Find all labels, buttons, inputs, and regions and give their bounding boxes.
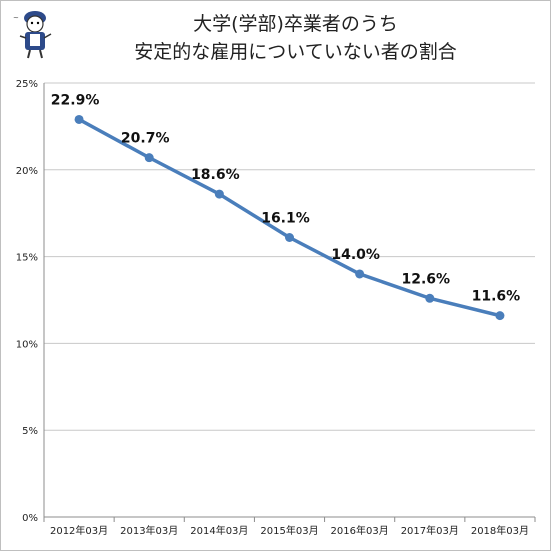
x-tick-label: 2016年03月 [331,524,389,537]
data-point [74,114,84,124]
y-tick-label: 20% [16,166,38,177]
x-tick-label: 2018年03月 [471,524,529,537]
data-point [285,233,294,243]
x-tick-label: 2017年03月 [401,524,459,537]
title-line-1: 大学(学部)卒業者のうち [193,13,398,35]
chart-title: 大学(学部)卒業者のうち 安定的な雇用についていない者の割合 [60,10,531,66]
data-label: 11.6% [472,289,521,305]
x-tick-label: 2012年03月 [50,524,108,537]
mascot-logo: ~ [10,8,60,60]
data-label: 16.1% [261,211,310,227]
data-point [214,189,224,199]
svg-text:~: ~ [13,14,19,22]
x-tick-label: 2013年03月 [120,524,178,537]
y-tick-label: 25% [16,79,38,90]
data-point [144,153,154,163]
data-label: 22.9% [51,92,100,108]
data-label: 20.7% [121,131,170,147]
title-line-2: 安定的な雇用についていない者の割合 [134,41,457,63]
data-point [495,311,505,321]
y-tick-label: 5% [22,426,38,437]
x-tick-label: 2015年03月 [260,524,318,537]
data-label: 14.0% [331,247,380,263]
data-label: 18.6% [191,167,240,183]
data-point [425,293,435,303]
y-tick-label: 15% [16,253,38,264]
data-point [355,269,365,279]
data-label: 12.6% [401,271,450,287]
y-tick-label: 0% [22,513,38,524]
x-tick-label: 2014年03月 [190,524,248,537]
y-tick-label: 10% [16,339,38,350]
